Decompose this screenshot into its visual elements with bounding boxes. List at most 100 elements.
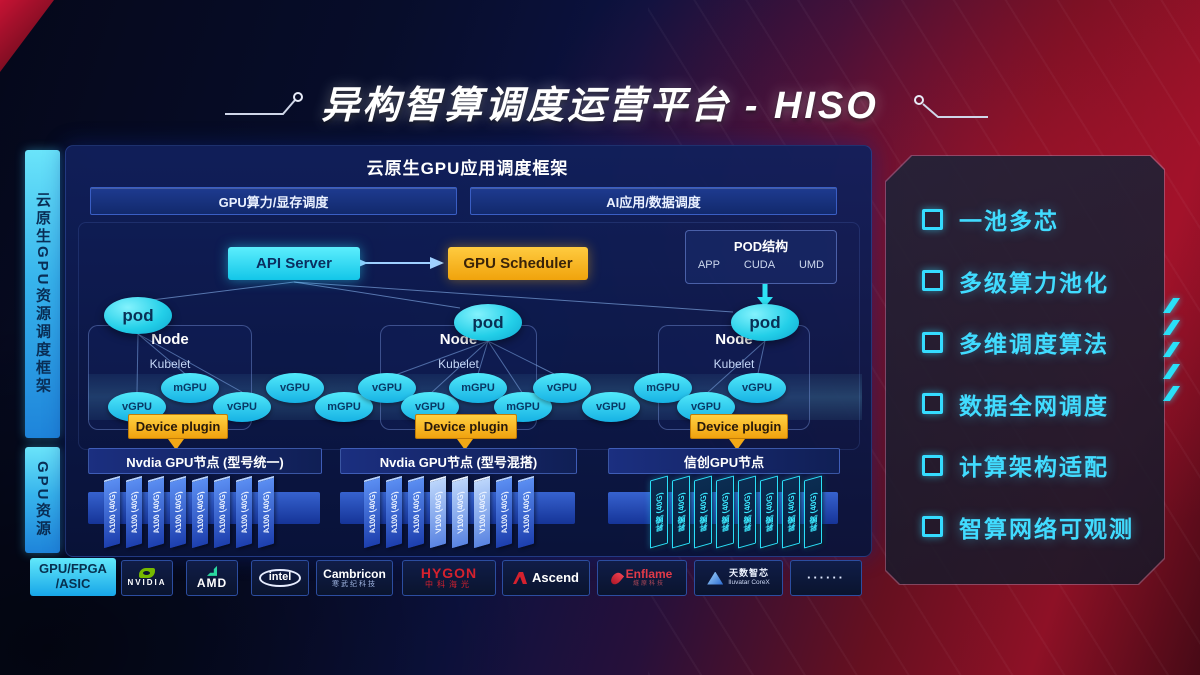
gpu-card-label: A100 (40G) — [521, 490, 531, 536]
gpu-card-label: 昇腾 (40G) — [698, 491, 708, 533]
square-bullet-icon — [922, 393, 943, 414]
vendor-subtitle: Iluvatar CoreX — [728, 579, 770, 587]
gpu-node-header-xinchuang: 信创GPU节点 — [608, 448, 840, 474]
gpu-card: A100 (40G) — [148, 475, 164, 549]
vendor-subtitle: 中科海光 — [425, 580, 473, 590]
vendor-tile-iluvatar: 天数智芯 Iluvatar CoreX — [694, 560, 783, 596]
gpu-slice-ellipse: mGPU — [315, 392, 373, 422]
vendor-subtitle: 寒武纪科技 — [332, 580, 377, 588]
gpu-card: 昇腾 (40G) — [804, 475, 822, 549]
gpu-card: V100 (40G) — [474, 475, 490, 549]
gpu-card: A100 (40G) — [518, 475, 534, 549]
kubelet-label: Kubelet — [438, 357, 479, 371]
gpu-slice-ellipse: mGPU — [161, 373, 219, 403]
vendor-text: intel — [258, 568, 302, 588]
pod-structure-title: POD结构 — [733, 239, 789, 254]
vendor-tile-ascend: Ascend — [502, 560, 590, 596]
hardware-label-line1: GPU/FPGA — [39, 561, 107, 577]
gpu-slice-ellipse: mGPU — [634, 373, 692, 403]
feature-item: 一池多芯 — [922, 202, 1148, 236]
gpu-card-label: V100 (40G) — [455, 491, 465, 535]
sidebar-framework-label: 云原生GPU资源调度框架 — [34, 192, 51, 396]
vendor-name: NVIDIA — [127, 578, 167, 588]
vendor-name: intel — [258, 568, 302, 588]
iluvatar-logo-icon — [707, 571, 724, 585]
feature-panel-border: 一池多芯 多级算力池化 多维调度算法 数据全网调度 计算架构适配 智算网络可观测 — [885, 155, 1165, 585]
gpu-slice-ellipse: vGPU — [266, 373, 324, 403]
pod-structure-item-app: APP — [697, 259, 720, 271]
gpu-card-label: 昇腾 (40G) — [676, 491, 686, 533]
device-plugin-box: Device plugin — [128, 414, 228, 439]
vendor-text: Cambricon 寒武纪科技 — [323, 567, 386, 589]
vendor-text: Enflame 燧原科技 — [625, 567, 673, 588]
feature-label: 智算网络可观测 — [959, 515, 1134, 542]
page-title: 异构智算调度运营平台 - HISO — [321, 85, 879, 127]
feature-item: 智算网络可观测 — [922, 510, 1148, 544]
gpu-card-label: V100 (40G) — [477, 491, 487, 535]
vendor-name: HYGON — [420, 564, 478, 581]
gpu-slice-ellipse: vGPU — [533, 373, 591, 403]
pod-structure-items: APP CUDA UMD — [686, 259, 836, 271]
enflame-logo-icon — [608, 570, 624, 586]
gpu-card: A100 (40G) — [364, 475, 380, 549]
gpu-node-header-uniform: Nvdia GPU节点 (型号统一) — [88, 448, 322, 474]
vendor-tile-more: ······ — [790, 560, 862, 596]
gpu-node-header-mixed: Nvdia GPU节点 (型号混搭) — [340, 448, 577, 474]
pod-ellipse: pod — [731, 304, 799, 341]
square-bullet-icon — [922, 516, 943, 537]
gpu-scheduler-box: GPU Scheduler — [448, 247, 588, 280]
vendor-tile-hygon: HYGON 中科海光 — [402, 560, 496, 596]
vendor-name: Enflame — [625, 567, 673, 582]
vendor-text: Ascend — [532, 569, 579, 585]
gpu-card-label: A100 (40G) — [129, 490, 139, 536]
vendor-tile-amd: AMD — [186, 560, 238, 596]
ascend-logo-icon — [513, 572, 528, 584]
vendor-tile-intel: intel — [251, 560, 309, 596]
gpu-card: A100 (40G) — [386, 475, 402, 549]
pod-ellipse: pod — [104, 297, 172, 334]
gpu-card: A100 (40G) — [236, 475, 252, 549]
gpu-card: A100 (40G) — [170, 475, 186, 549]
amd-logo-icon — [207, 565, 217, 576]
gpu-card: 昇腾 (40G) — [694, 475, 712, 549]
hardware-label-line2: /ASIC — [55, 576, 91, 591]
gpu-card-label: A100 (40G) — [217, 490, 227, 536]
gpu-card-label: A100 (40G) — [261, 490, 271, 536]
gpu-card-label: 昇腾 (40G) — [654, 491, 664, 533]
device-plugin-arrow — [729, 439, 745, 450]
vendor-name: Ascend — [532, 569, 579, 585]
feature-label: 计算架构适配 — [959, 454, 1109, 481]
gpu-card: 昇腾 (40G) — [738, 475, 756, 549]
vendor-text: NVIDIA — [127, 578, 167, 588]
sidebar-gpu-resource-bar: GPU资源 — [25, 447, 60, 553]
gpu-card: V100 (40G) — [452, 475, 468, 549]
gpu-card-label: 昇腾 (40G) — [742, 491, 752, 533]
gpu-card: 昇腾 (40G) — [782, 475, 800, 549]
pod-structure-item-cuda: CUDA — [743, 259, 776, 271]
pod-structure-item-umd: UMD — [798, 259, 825, 271]
gpu-card-label: A100 (40G) — [367, 490, 377, 536]
gpu-slice-ellipse: mGPU — [449, 373, 507, 403]
feature-label: 一池多芯 — [959, 208, 1059, 234]
sidebar-gpu-resource-label: GPU资源 — [34, 461, 51, 539]
square-bullet-icon — [922, 270, 943, 291]
feature-item: 数据全网调度 — [922, 387, 1148, 421]
vendor-tile-nvidia: NVIDIA — [121, 560, 173, 596]
pod-structure-box: POD结构 APP CUDA UMD — [685, 230, 837, 284]
vendor-name: AMD — [196, 575, 228, 590]
feature-panel: 一池多芯 多级算力池化 多维调度算法 数据全网调度 计算架构适配 智算网络可观测 — [886, 156, 1164, 584]
gpu-card-label: 昇腾 (40G) — [764, 491, 774, 533]
gpu-card: 昇腾 (40G) — [672, 475, 690, 549]
device-plugin-arrow — [457, 439, 473, 450]
pod-ellipse: pod — [454, 304, 522, 341]
gpu-card-label: A100 (40G) — [195, 490, 205, 536]
gpu-card-label: A100 (40G) — [173, 490, 183, 536]
gpu-card: 昇腾 (40G) — [716, 475, 734, 549]
gpu-card: A100 (40G) — [104, 475, 120, 549]
vendor-text: 天数智芯 Iluvatar CoreX — [728, 569, 770, 587]
vendor-text: ······ — [807, 570, 845, 585]
gpu-card-label: A100 (40G) — [411, 490, 421, 536]
gpu-card: A100 (40G) — [192, 475, 208, 549]
gpu-card: 昇腾 (40G) — [650, 475, 668, 549]
